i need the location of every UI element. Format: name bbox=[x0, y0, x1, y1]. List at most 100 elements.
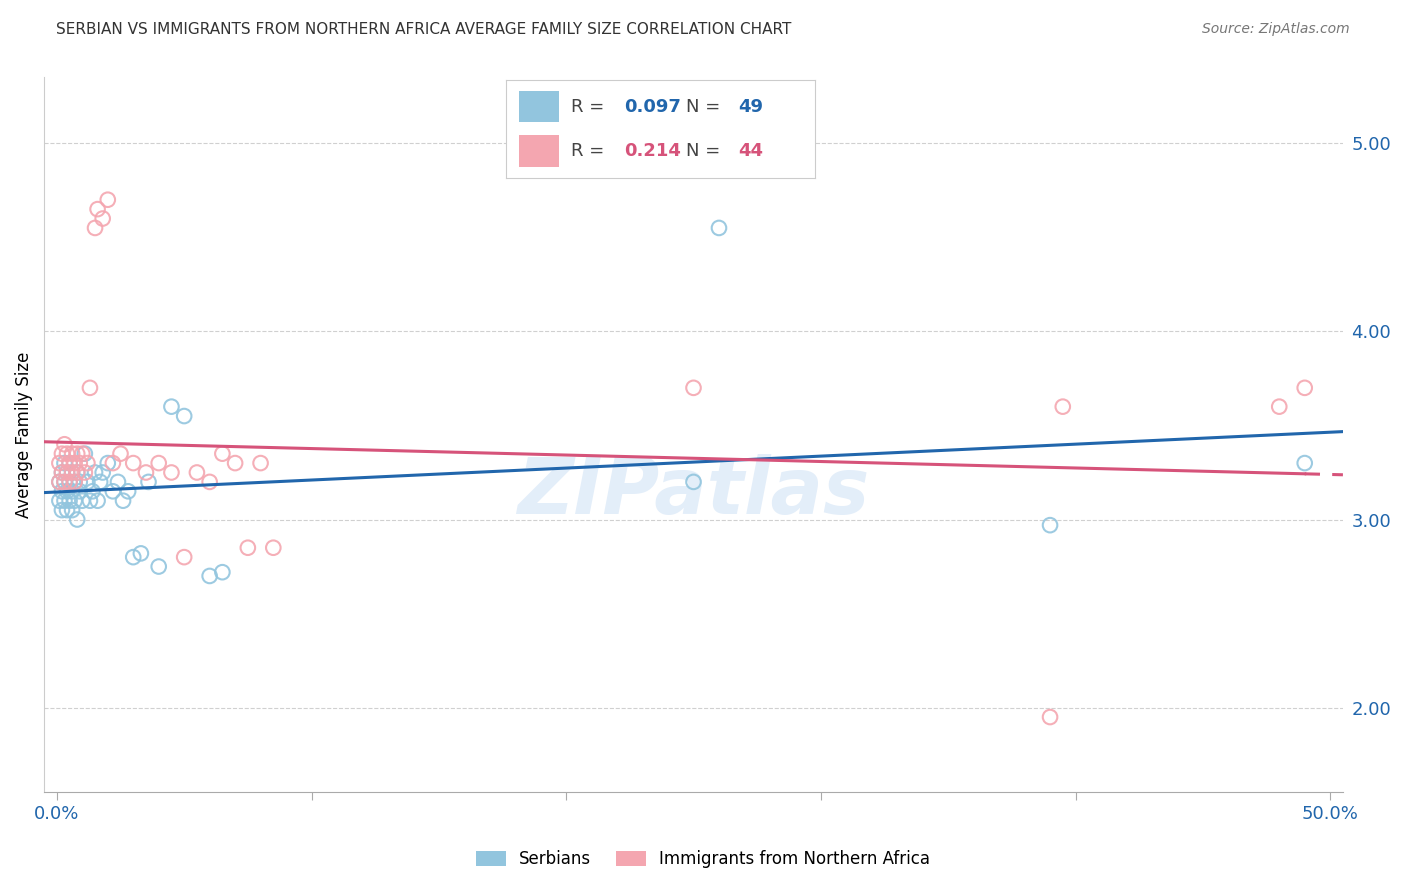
Point bbox=[76, 475, 98, 489]
Point bbox=[91, 211, 114, 226]
Point bbox=[63, 475, 86, 489]
Point bbox=[101, 456, 124, 470]
Point bbox=[53, 437, 76, 451]
Point bbox=[56, 466, 79, 480]
Point bbox=[117, 484, 139, 499]
Point bbox=[107, 475, 129, 489]
Point bbox=[1039, 710, 1062, 724]
Point bbox=[1268, 400, 1291, 414]
Point bbox=[1294, 381, 1316, 395]
Y-axis label: Average Family Size: Average Family Size bbox=[15, 351, 32, 518]
Text: N =: N = bbox=[686, 98, 720, 116]
Point bbox=[51, 447, 73, 461]
Point bbox=[66, 466, 89, 480]
Point bbox=[73, 447, 96, 461]
Point bbox=[262, 541, 284, 555]
Point bbox=[56, 484, 79, 499]
Point bbox=[63, 475, 86, 489]
Text: 0.214: 0.214 bbox=[624, 142, 681, 160]
FancyBboxPatch shape bbox=[519, 91, 558, 122]
Point bbox=[66, 512, 89, 526]
Point bbox=[82, 484, 104, 499]
Point bbox=[135, 466, 157, 480]
Point bbox=[51, 484, 73, 499]
Point bbox=[173, 550, 195, 565]
Text: Source: ZipAtlas.com: Source: ZipAtlas.com bbox=[1202, 22, 1350, 37]
Point bbox=[48, 493, 70, 508]
Point bbox=[249, 456, 271, 470]
Point bbox=[58, 475, 80, 489]
Point bbox=[48, 475, 70, 489]
Point bbox=[53, 475, 76, 489]
Point bbox=[48, 475, 70, 489]
Point bbox=[53, 493, 76, 508]
Point bbox=[211, 447, 233, 461]
Legend: Serbians, Immigrants from Northern Africa: Serbians, Immigrants from Northern Afric… bbox=[470, 844, 936, 875]
Point bbox=[236, 541, 259, 555]
Point bbox=[66, 447, 89, 461]
Point bbox=[682, 475, 704, 489]
Point bbox=[60, 484, 83, 499]
Point bbox=[60, 466, 83, 480]
Point bbox=[69, 456, 91, 470]
Point bbox=[79, 381, 101, 395]
Point bbox=[110, 447, 132, 461]
Point bbox=[160, 466, 183, 480]
Point bbox=[60, 503, 83, 517]
Point bbox=[122, 550, 145, 565]
Point bbox=[63, 493, 86, 508]
Text: R =: R = bbox=[571, 98, 605, 116]
FancyBboxPatch shape bbox=[519, 136, 558, 167]
Point bbox=[122, 456, 145, 470]
Point bbox=[1294, 456, 1316, 470]
Point bbox=[101, 484, 124, 499]
Point bbox=[72, 447, 94, 461]
Point bbox=[211, 565, 233, 579]
Point bbox=[58, 475, 80, 489]
Point bbox=[707, 221, 730, 235]
Point bbox=[69, 484, 91, 499]
Point bbox=[69, 475, 91, 489]
Point bbox=[84, 466, 107, 480]
Point bbox=[58, 493, 80, 508]
Point bbox=[53, 475, 76, 489]
Point bbox=[72, 493, 94, 508]
Point bbox=[56, 466, 79, 480]
Point bbox=[60, 466, 83, 480]
Point bbox=[86, 493, 108, 508]
Point bbox=[58, 456, 80, 470]
Point bbox=[51, 466, 73, 480]
Point bbox=[56, 503, 79, 517]
Point bbox=[91, 466, 114, 480]
Point bbox=[51, 503, 73, 517]
Point bbox=[198, 569, 221, 583]
Point bbox=[1039, 518, 1062, 533]
Point bbox=[53, 456, 76, 470]
Text: 44: 44 bbox=[738, 142, 763, 160]
Point bbox=[198, 475, 221, 489]
Point bbox=[73, 466, 96, 480]
Point bbox=[138, 475, 160, 489]
Text: 0.097: 0.097 bbox=[624, 98, 681, 116]
Point bbox=[56, 447, 79, 461]
Text: 49: 49 bbox=[738, 98, 763, 116]
Text: ZIPatlas: ZIPatlas bbox=[517, 454, 870, 530]
Point bbox=[89, 475, 111, 489]
Point bbox=[1052, 400, 1074, 414]
Point bbox=[76, 456, 98, 470]
Point bbox=[48, 456, 70, 470]
Point bbox=[79, 493, 101, 508]
Point bbox=[58, 456, 80, 470]
Point bbox=[86, 202, 108, 216]
Point bbox=[160, 400, 183, 414]
Point bbox=[97, 193, 120, 207]
Text: SERBIAN VS IMMIGRANTS FROM NORTHERN AFRICA AVERAGE FAMILY SIZE CORRELATION CHART: SERBIAN VS IMMIGRANTS FROM NORTHERN AFRI… bbox=[56, 22, 792, 37]
Point bbox=[97, 456, 120, 470]
Point bbox=[148, 559, 170, 574]
Text: R =: R = bbox=[571, 142, 605, 160]
Point bbox=[112, 493, 135, 508]
Text: N =: N = bbox=[686, 142, 720, 160]
Point bbox=[60, 447, 83, 461]
Point bbox=[186, 466, 208, 480]
Point bbox=[173, 409, 195, 423]
